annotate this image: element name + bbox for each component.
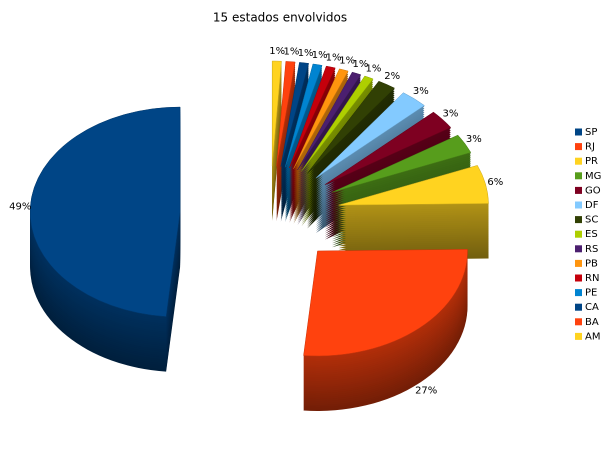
slice-side-layer	[297, 79, 361, 177]
legend-swatch	[575, 186, 582, 194]
legend-label: BA	[585, 317, 599, 328]
slice-side-layer	[293, 71, 349, 172]
slice	[289, 65, 336, 169]
data-label: 2%	[384, 71, 400, 82]
legend-label: PR	[585, 156, 598, 167]
legend-label: AM	[585, 331, 600, 342]
legend-label: RN	[585, 273, 599, 284]
legend-swatch	[575, 245, 582, 253]
legend-label: RJ	[585, 142, 595, 153]
legend-swatch	[575, 318, 582, 326]
slice-side-layer	[289, 73, 336, 175]
slice-side-layer	[276, 82, 296, 188]
data-label: 1%	[339, 56, 355, 67]
slice-side-layer	[276, 68, 296, 174]
slice-side-layer	[276, 78, 296, 184]
slice	[284, 63, 323, 168]
slice-side-layer	[276, 80, 296, 186]
slice-side-layer	[293, 73, 349, 174]
data-label: 1%	[269, 46, 285, 57]
slice-side-layer	[289, 75, 336, 177]
slice-side-layer	[285, 70, 323, 175]
slice	[324, 111, 452, 185]
slice	[331, 134, 472, 193]
slice-side-layer	[276, 76, 296, 182]
pie	[29, 60, 489, 411]
slice-side-layer	[285, 72, 323, 177]
legend-label: PE	[585, 288, 597, 299]
slice-side-layer	[280, 65, 309, 170]
slice-side-layer	[285, 74, 323, 179]
data-label: 3%	[443, 108, 459, 119]
slice-side-layer	[293, 75, 349, 176]
slice-side-layer	[276, 70, 296, 176]
legend-swatch	[575, 216, 582, 224]
slice-side-layer	[276, 64, 296, 170]
slice	[276, 61, 296, 167]
slice-side-layer	[276, 72, 296, 178]
legend-swatch	[575, 128, 582, 136]
legend-label: SC	[585, 215, 598, 226]
legend-swatch	[575, 289, 582, 297]
legend-label: RS	[585, 244, 598, 255]
legend-swatch	[575, 332, 582, 340]
slice-side-layer	[276, 74, 296, 180]
slice	[297, 71, 362, 171]
data-label: 1%	[366, 64, 382, 75]
slice	[29, 106, 181, 317]
legend-swatch	[575, 143, 582, 151]
data-labels: 49%27%6%3%3%3%2%1%1%1%1%1%1%1%1%	[9, 46, 503, 396]
chart-title: 15 estados envolvidos	[213, 11, 347, 25]
slice-side-layer	[280, 69, 309, 174]
slice	[338, 165, 489, 206]
slice	[293, 68, 349, 169]
legend-swatch	[575, 303, 582, 311]
legend-label: ES	[585, 229, 598, 240]
data-label: 3%	[413, 86, 429, 97]
data-label: 1%	[326, 52, 342, 63]
slice	[280, 62, 309, 167]
slice	[306, 80, 396, 174]
slice-side-layer	[276, 84, 296, 190]
legend: SP RJ PR MG GO DF SC ES RS PB RN PE CA BA AM	[575, 127, 601, 342]
data-label: 3%	[466, 134, 482, 145]
slice-side-layer	[289, 71, 336, 173]
legend-swatch	[575, 259, 582, 267]
legend-label: CA	[585, 302, 599, 313]
legend-swatch	[575, 274, 582, 282]
legend-label: MG	[585, 171, 601, 182]
legend-swatch	[575, 230, 582, 238]
data-label: 1%	[353, 59, 369, 70]
slice	[303, 249, 468, 357]
slice	[271, 60, 282, 167]
legend-swatch	[575, 172, 582, 180]
slice-side-layer	[276, 66, 296, 172]
data-label: 1%	[283, 47, 299, 58]
legend-label: DF	[585, 200, 599, 211]
slice-side-layer	[297, 75, 361, 173]
legend-label: GO	[585, 185, 601, 196]
legend-label: SP	[585, 127, 597, 138]
slice-side-layer	[280, 77, 309, 182]
slice-side-layer	[280, 75, 309, 180]
data-label: 1%	[298, 48, 314, 59]
slice-side-layer	[280, 71, 309, 176]
legend-swatch	[575, 201, 582, 209]
legend-label: PB	[585, 258, 598, 269]
slice-side-layer	[280, 67, 309, 172]
slice-side-layer	[280, 73, 309, 178]
legend-swatch	[575, 157, 582, 165]
data-label: 6%	[487, 177, 503, 188]
data-label: 1%	[312, 50, 328, 61]
data-label: 49%	[9, 202, 31, 213]
slice	[301, 75, 374, 172]
slice-side-layer	[297, 77, 361, 175]
data-label: 27%	[415, 385, 437, 396]
slice-side-layer	[285, 66, 323, 171]
slice-side-layer	[289, 69, 336, 171]
slice-side-layer	[285, 68, 323, 173]
slice	[315, 92, 425, 179]
